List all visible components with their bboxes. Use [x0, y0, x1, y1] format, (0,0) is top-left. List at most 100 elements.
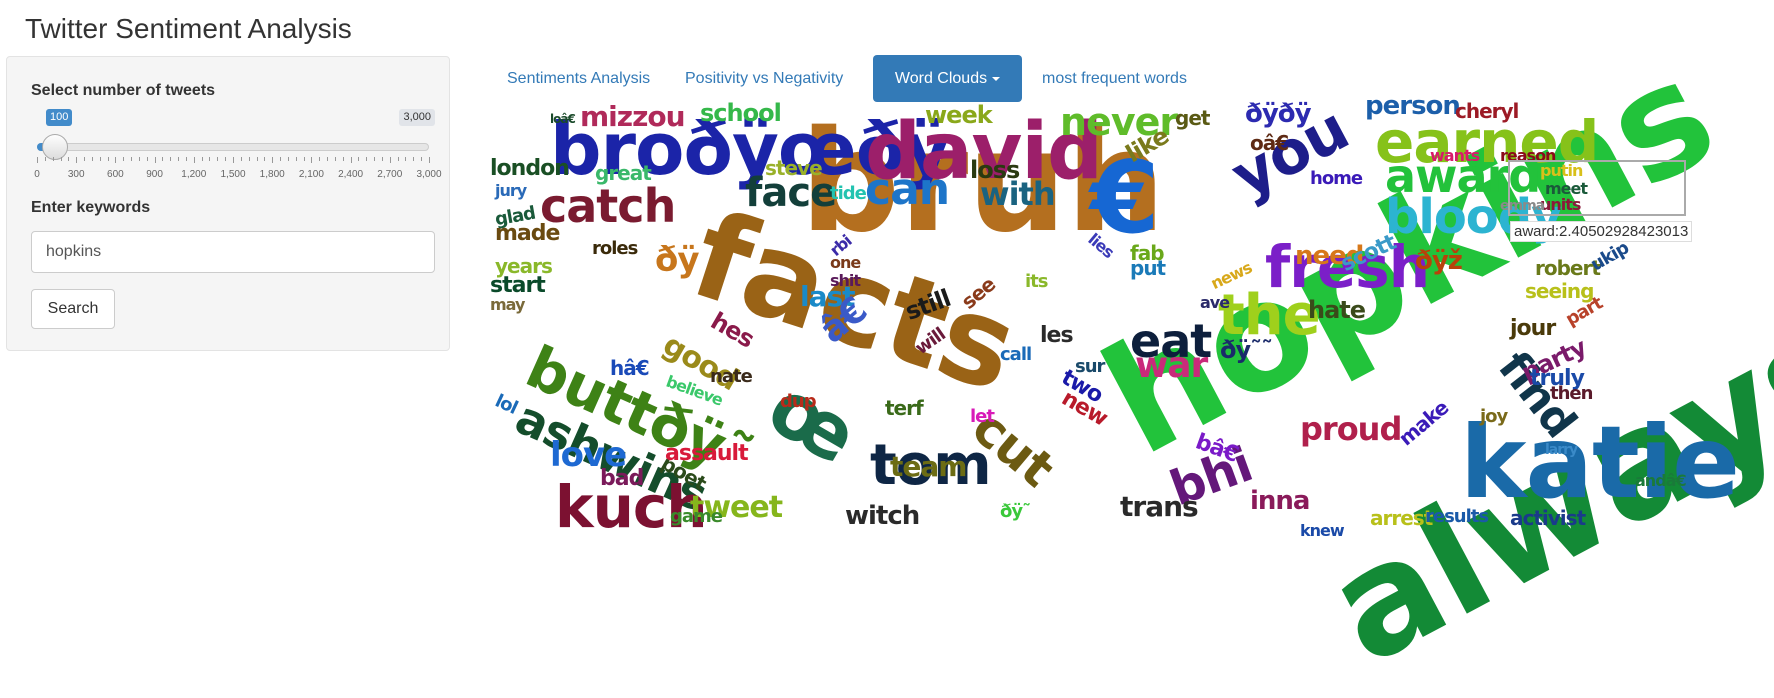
cloud-word[interactable]: arrest: [1370, 506, 1433, 530]
cloud-word[interactable]: week: [925, 101, 993, 129]
tab-word-clouds[interactable]: Word Clouds: [873, 55, 1022, 102]
cloud-word[interactable]: put: [1130, 256, 1166, 280]
cloud-word[interactable]: ave: [1200, 293, 1230, 312]
cloud-word[interactable]: tom: [870, 433, 992, 498]
cloud-word[interactable]: jury: [495, 181, 527, 200]
tab-sentiments-analysis[interactable]: Sentiments Analysis: [507, 70, 651, 87]
cloud-word[interactable]: catch: [540, 179, 676, 233]
cloud-word[interactable]: robert: [1535, 256, 1601, 280]
cloud-word[interactable]: jour: [1510, 316, 1556, 341]
cloud-word[interactable]: with: [980, 175, 1056, 213]
cloud-word[interactable]: need: [1295, 241, 1364, 271]
cloud-word[interactable]: person: [1365, 91, 1461, 121]
cloud-word[interactable]: €: [1090, 139, 1160, 256]
cloud-word[interactable]: knew: [1300, 521, 1345, 540]
cloud-word[interactable]: never: [1060, 100, 1178, 144]
cloud-word[interactable]: start: [490, 273, 546, 298]
cloud-word[interactable]: ðÿðÿ: [1245, 99, 1312, 129]
cloud-word[interactable]: face: [745, 170, 837, 216]
search-button[interactable]: Search: [31, 289, 115, 329]
cloud-word[interactable]: andâ€: [1635, 471, 1687, 490]
cloud-word[interactable]: les: [1040, 323, 1074, 348]
cloud-word[interactable]: war: [1135, 345, 1208, 386]
cloud-word[interactable]: kuch: [555, 473, 708, 541]
cloud-word[interactable]: hâ€: [610, 356, 650, 380]
keywords-input[interactable]: hopkins: [31, 231, 435, 273]
cloud-word[interactable]: emma: [1500, 198, 1545, 214]
cloud-word[interactable]: wants: [1430, 146, 1480, 165]
cloud-word[interactable]: fab: [1130, 241, 1165, 265]
cloud-word[interactable]: david: [865, 107, 1103, 197]
cloud-word[interactable]: home: [1310, 168, 1363, 189]
cloud-word[interactable]: loâ€: [550, 112, 576, 126]
cloud-word[interactable]: may: [490, 295, 525, 314]
cloud-word[interactable]: ðÿž: [1415, 246, 1463, 276]
cloud-word[interactable]: tweet: [690, 490, 783, 525]
cloud-word[interactable]: school: [700, 99, 782, 127]
cloud-word[interactable]: fresh: [1265, 233, 1430, 301]
cloud-word[interactable]: joy: [1480, 406, 1508, 427]
slider-tick-label: 1,200: [181, 169, 207, 180]
cloud-word[interactable]: ðÿ˜˜: [1220, 336, 1273, 364]
cloud-word[interactable]: reason: [1500, 146, 1556, 165]
cloud-word[interactable]: let: [970, 406, 995, 427]
cloud-word[interactable]: team: [890, 450, 967, 483]
cloud-word[interactable]: larry: [1545, 442, 1578, 458]
cloud-word[interactable]: roles: [592, 238, 638, 259]
cloud-word[interactable]: eat: [1130, 314, 1212, 368]
cloud-word[interactable]: trans: [1120, 490, 1199, 523]
cloud-word[interactable]: tide: [830, 183, 867, 204]
cloud-word[interactable]: made: [495, 221, 560, 246]
cloud-word[interactable]: years: [495, 254, 553, 278]
cloud-word[interactable]: steve: [765, 156, 823, 180]
cloud-word[interactable]: witch: [845, 501, 920, 531]
cloud-word[interactable]: bruh: [800, 101, 1166, 264]
cloud-word[interactable]: get: [1175, 106, 1210, 130]
cloud-word[interactable]: great: [595, 161, 652, 185]
cloud-word[interactable]: lol: [491, 390, 521, 419]
cloud-word[interactable]: results: [1425, 506, 1489, 527]
cloud-word[interactable]: truly: [1530, 366, 1585, 391]
tab-positivity-vs-negativity[interactable]: Positivity vs Negativity: [685, 70, 844, 87]
cloud-word[interactable]: game: [670, 506, 723, 527]
cloud-word[interactable]: seeing: [1525, 279, 1594, 303]
cloud-word[interactable]: assault: [665, 441, 749, 466]
cloud-word[interactable]: oâ€: [1250, 131, 1289, 155]
cloud-word[interactable]: activist: [1510, 506, 1586, 530]
cloud-word[interactable]: love: [550, 435, 627, 475]
cloud-word[interactable]: terf: [885, 396, 924, 420]
cloud-word[interactable]: make: [1393, 395, 1453, 451]
tweets-slider[interactable]: 100 3,000 0 300 600 900 1,200 1,500 1,800 2,100…: [31, 109, 442, 180]
cloud-word[interactable]: shit: [830, 271, 861, 290]
cloud-word[interactable]: meet: [1545, 179, 1588, 198]
cloud-word[interactable]: cheryl: [1455, 99, 1519, 123]
cloud-word[interactable]: bad: [600, 466, 644, 491]
cloud-word[interactable]: dup: [780, 391, 817, 412]
cloud-word[interactable]: sur: [1075, 356, 1105, 377]
cloud-word[interactable]: its: [1025, 271, 1048, 292]
cloud-word[interactable]: one: [830, 253, 861, 272]
cloud-word[interactable]: then: [1550, 383, 1593, 404]
cloud-word[interactable]: ðÿ˜: [1000, 501, 1031, 522]
cloud-word[interactable]: nate: [710, 366, 753, 387]
slider-handle[interactable]: [42, 134, 68, 160]
cloud-word[interactable]: broðÿœðÿ: [550, 107, 951, 191]
cloud-word[interactable]: katie: [1460, 404, 1740, 521]
slider-tick: [358, 157, 360, 161]
cloud-word[interactable]: putin: [1540, 161, 1583, 180]
cloud-word[interactable]: the: [1218, 283, 1321, 348]
cloud-word[interactable]: loss: [970, 156, 1020, 184]
cloud-word[interactable]: london: [490, 156, 570, 181]
slider-track[interactable]: [37, 143, 429, 151]
cloud-word[interactable]: œ: [753, 361, 872, 483]
cloud-word[interactable]: can: [865, 164, 950, 215]
tab-most-frequent-words[interactable]: most frequent words: [1042, 70, 1187, 87]
cloud-word[interactable]: last: [800, 280, 856, 313]
cloud-word[interactable]: units: [1540, 195, 1581, 214]
cloud-word[interactable]: hate: [1308, 296, 1366, 324]
cloud-word[interactable]: ðÿ: [655, 240, 700, 280]
cloud-word[interactable]: inna: [1250, 486, 1310, 516]
cloud-word[interactable]: call: [1000, 344, 1032, 365]
cloud-word[interactable]: proud: [1300, 410, 1402, 448]
cloud-word[interactable]: mizzou: [580, 100, 686, 133]
